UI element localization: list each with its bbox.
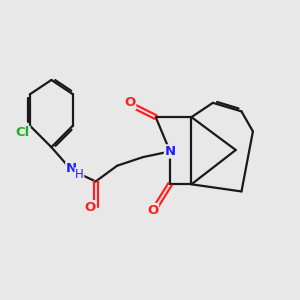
Text: O: O [84,201,96,214]
Text: Cl: Cl [16,126,30,139]
Text: N: N [66,162,77,175]
Text: H: H [75,168,84,181]
Text: N: N [164,145,175,158]
Text: O: O [147,203,158,217]
Text: O: O [124,96,136,109]
